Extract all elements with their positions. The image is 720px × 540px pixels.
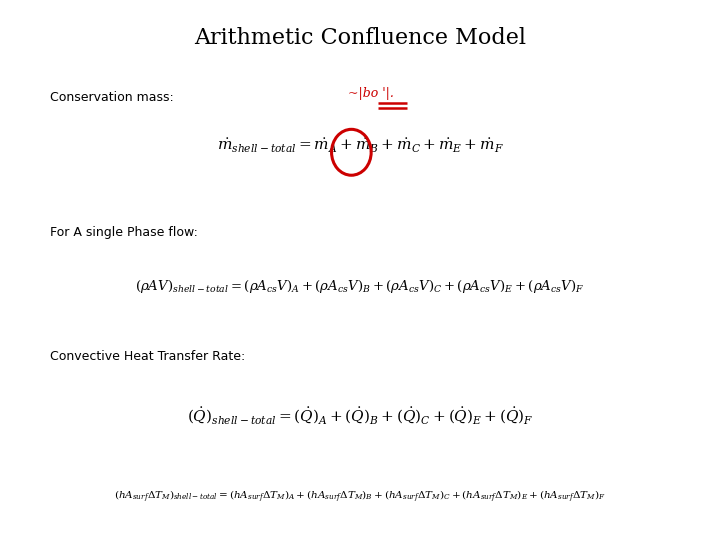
- Text: Conservation mass:: Conservation mass:: [50, 91, 174, 104]
- Text: $(hA_{surf}\Delta T_M)_{shell-total} = (hA_{surf}\Delta T_M)_A + (hA_{surf}\Delt: $(hA_{surf}\Delta T_M)_{shell-total} = (…: [114, 489, 606, 505]
- Text: Arithmetic Confluence Model: Arithmetic Confluence Model: [194, 27, 526, 49]
- Text: $(\rho AV)_{shell-total} = (\rho A_{cs}V)_A + (\rho A_{cs}V)_B + (\rho A_{cs}V)_: $(\rho AV)_{shell-total} = (\rho A_{cs}V…: [135, 278, 585, 295]
- Text: $(\dot{Q})_{shell-total} = (\dot{Q})_A + (\dot{Q})_B + (\dot{Q})_C + (\dot{Q})_E: $(\dot{Q})_{shell-total} = (\dot{Q})_A +…: [186, 406, 534, 426]
- Text: Convective Heat Transfer Rate:: Convective Heat Transfer Rate:: [50, 350, 246, 363]
- Text: For A single Phase flow:: For A single Phase flow:: [50, 226, 198, 239]
- Text: ~|bo '|.: ~|bo '|.: [348, 87, 394, 100]
- Text: $\dot{m}_{shell-total} = \dot{m}_A + \dot{m}_B + \dot{m}_C + \dot{m}_E + \dot{m}: $\dot{m}_{shell-total} = \dot{m}_A + \do…: [217, 137, 503, 155]
